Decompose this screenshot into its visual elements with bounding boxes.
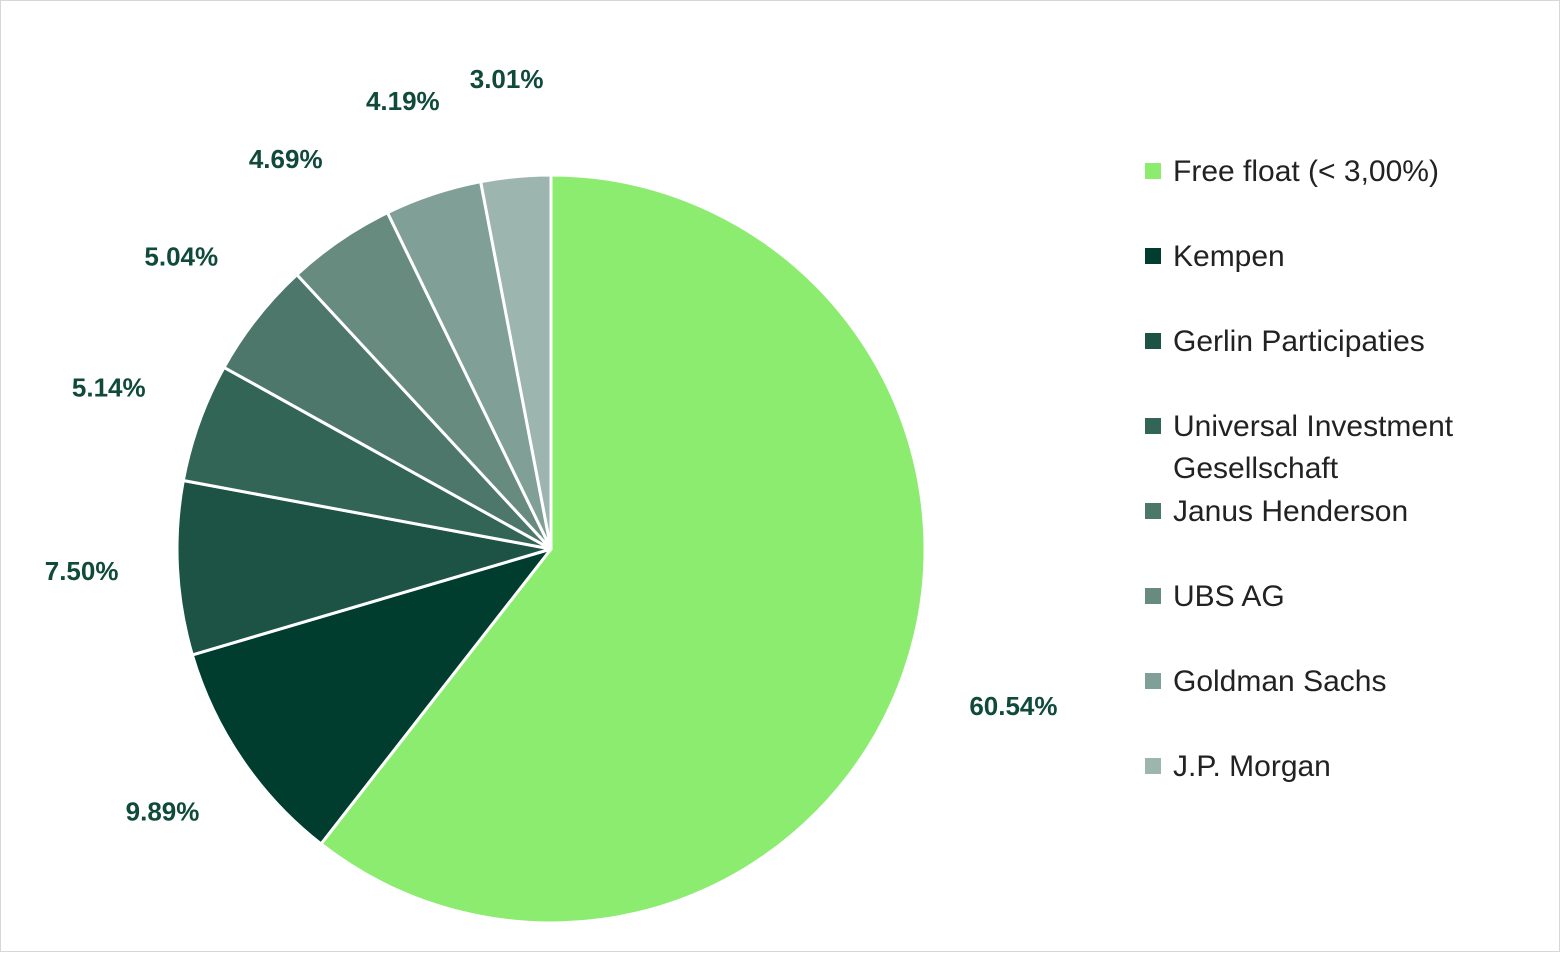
pie-slice-1 [190, 547, 553, 846]
slice-value-label-5: 4.69% [249, 144, 323, 174]
pie-slice-2 [175, 479, 553, 657]
legend-swatch [1145, 503, 1161, 519]
legend-swatch [1145, 163, 1161, 179]
legend-item-3: Universal Investment Gesellschaft [1145, 406, 1503, 490]
legend-label: Janus Henderson [1173, 495, 1409, 528]
slice-value-label-0: 60.54% [969, 691, 1057, 721]
slice-value-label-4: 5.04% [144, 242, 218, 272]
legend-item-7: J.P. Morgan [1145, 746, 1503, 788]
pie-slice-7 [479, 173, 553, 551]
legend-label: Gerlin Participaties [1173, 325, 1425, 358]
legend-item-6: Goldman Sachs [1145, 661, 1503, 703]
legend-swatch [1145, 248, 1161, 264]
legend-swatch [1145, 673, 1161, 689]
legend-swatch [1145, 758, 1161, 774]
legend-swatch [1145, 418, 1161, 434]
pie-slice-0 [319, 173, 927, 925]
legend-item-5: UBS AG [1145, 576, 1503, 618]
slice-value-label-7: 3.01% [470, 64, 544, 94]
legend-label: Kempen [1173, 240, 1285, 273]
legend-item-4: Janus Henderson [1145, 491, 1503, 533]
legend-item-0: Free float (< 3,00%) [1145, 151, 1503, 193]
legend-label: UBS AG [1173, 580, 1285, 613]
legend-label: Universal Investment Gesellschaft [1173, 410, 1454, 485]
legend-item-1: Kempen [1145, 236, 1503, 278]
slice-value-label-1: 9.89% [126, 796, 200, 826]
legend-label: Free float (< 3,00%) [1173, 155, 1439, 188]
slice-value-label-2: 7.50% [45, 556, 119, 586]
legend-label: Goldman Sachs [1173, 665, 1387, 698]
legend-label: J.P. Morgan [1173, 750, 1331, 783]
slice-value-label-3: 5.14% [72, 373, 146, 403]
slice-value-label-6: 4.19% [366, 86, 440, 116]
legend-swatch [1145, 333, 1161, 349]
legend-swatch [1145, 588, 1161, 604]
legend-item-2: Gerlin Participaties [1145, 321, 1503, 363]
